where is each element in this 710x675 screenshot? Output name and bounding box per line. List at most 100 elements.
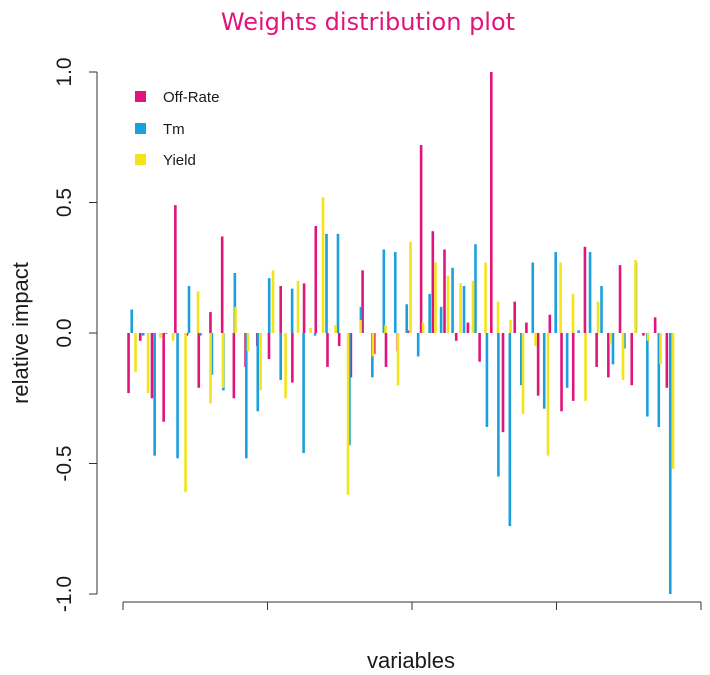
y-tick-label: -1.0 bbox=[53, 576, 76, 612]
x-axis-label: variables bbox=[367, 648, 455, 673]
bar-tm-32 bbox=[485, 333, 489, 427]
bar-off-rate-31 bbox=[478, 333, 481, 362]
bar-off-rate-4 bbox=[162, 333, 165, 422]
bar-tm-28 bbox=[439, 306, 443, 333]
bar-tm-23 bbox=[382, 249, 386, 333]
bar-yield-2 bbox=[146, 333, 150, 394]
bar-off-rate-27 bbox=[431, 231, 435, 333]
legend-label-off-rate: Off-Rate bbox=[163, 89, 219, 106]
bar-off-rate-26 bbox=[419, 145, 423, 333]
bar-tm-41 bbox=[588, 252, 592, 333]
bar-off-rate-3 bbox=[150, 333, 154, 399]
bar-yield-13 bbox=[284, 333, 287, 399]
bar-tm-42 bbox=[600, 286, 603, 333]
bar-off-rate-6 bbox=[185, 333, 189, 336]
bar-tm-46 bbox=[646, 333, 649, 417]
bar-yield-22 bbox=[396, 333, 400, 386]
legend-label-yield: Yield bbox=[163, 152, 196, 169]
bar-off-rate-5 bbox=[174, 205, 177, 333]
bar-yield-44 bbox=[671, 333, 675, 469]
legend-swatch-tm bbox=[135, 123, 146, 134]
bar-tm-43 bbox=[611, 333, 615, 365]
bar-tm-35 bbox=[520, 333, 523, 386]
bar-tm-2 bbox=[141, 333, 145, 336]
bar-tm-8 bbox=[210, 333, 214, 375]
bar-off-rate-21 bbox=[361, 270, 364, 333]
bar-yield-4 bbox=[171, 333, 175, 341]
bar-off-rate-34 bbox=[513, 301, 517, 333]
bar-tm-1 bbox=[130, 309, 134, 333]
bar-tm-44 bbox=[623, 333, 626, 349]
bar-off-rate-30 bbox=[466, 322, 470, 333]
bar-tm-33 bbox=[497, 333, 500, 477]
bar-tm-15 bbox=[290, 288, 294, 333]
bar-off-rate-28 bbox=[443, 249, 446, 333]
bar-yield-37 bbox=[584, 333, 587, 401]
bar-tm-16 bbox=[302, 333, 305, 454]
bar-yield-21 bbox=[384, 325, 387, 333]
bar-yield-27 bbox=[459, 283, 462, 333]
bar-tm-14 bbox=[279, 333, 282, 380]
bar-yield-39 bbox=[609, 333, 612, 344]
bar-tm-5 bbox=[176, 333, 179, 459]
bar-yield-5 bbox=[184, 333, 187, 493]
bar-off-rate-20 bbox=[349, 333, 353, 378]
bar-off-rate-2 bbox=[138, 333, 142, 341]
bar-off-rate-45 bbox=[642, 333, 645, 336]
bar-tm-40 bbox=[577, 330, 580, 333]
bar-tm-48 bbox=[668, 333, 672, 594]
bar-yield-25 bbox=[434, 262, 437, 333]
bar-tm-29 bbox=[451, 267, 454, 333]
y-tick-label: -0.5 bbox=[53, 445, 76, 481]
bar-off-rate-43 bbox=[618, 265, 622, 333]
y-tick-label: 0.0 bbox=[53, 318, 76, 347]
bar-tm-12 bbox=[256, 333, 260, 412]
bar-off-rate-1 bbox=[127, 333, 130, 394]
bar-off-rate-42 bbox=[607, 333, 610, 378]
legend-label-tm: Tm bbox=[163, 121, 185, 138]
bar-yield-33 bbox=[534, 333, 537, 347]
bar-tm-11 bbox=[245, 333, 248, 459]
bar-tm-36 bbox=[531, 262, 535, 333]
bar-tm-4 bbox=[164, 333, 168, 334]
bar-yield-16 bbox=[321, 197, 325, 333]
bar-off-rate-17 bbox=[314, 225, 318, 333]
bar-off-rate-29 bbox=[454, 333, 458, 341]
bar-yield-20 bbox=[371, 333, 375, 357]
bar-off-rate-8 bbox=[209, 312, 212, 333]
bar-yield-26 bbox=[446, 275, 450, 333]
bar-yield-35 bbox=[559, 262, 562, 333]
y-axis: 1.0 0.5 0.0 -0.5 -1.0 relative impact bbox=[8, 57, 98, 612]
bar-yield-14 bbox=[296, 280, 300, 333]
bar-off-rate-39 bbox=[571, 333, 575, 401]
bar-yield-15 bbox=[309, 327, 312, 333]
bar-yield-24 bbox=[421, 322, 425, 333]
bar-yield-34 bbox=[546, 333, 550, 456]
bar-yield-7 bbox=[209, 333, 212, 404]
bar-tm-20 bbox=[348, 333, 351, 446]
bar-off-rate-37 bbox=[548, 314, 552, 333]
bar-yield-9 bbox=[234, 306, 237, 333]
bar-tm-24 bbox=[393, 252, 397, 333]
bar-off-rate-46 bbox=[653, 317, 657, 333]
chart-title: Weights distribution plot bbox=[221, 8, 515, 36]
bar-tm-6 bbox=[187, 286, 191, 333]
bar-yield-28 bbox=[471, 280, 475, 333]
bar-yield-29 bbox=[484, 262, 487, 333]
bar-tm-27 bbox=[428, 293, 431, 333]
bar-yield-12 bbox=[271, 270, 275, 333]
bar-yield-8 bbox=[221, 333, 225, 388]
bars bbox=[127, 72, 675, 594]
bar-yield-41 bbox=[634, 259, 637, 333]
bar-yield-19 bbox=[359, 319, 362, 333]
bar-yield-10 bbox=[246, 333, 250, 352]
bar-yield-23 bbox=[409, 241, 412, 333]
bar-off-rate-41 bbox=[595, 333, 598, 367]
bar-off-rate-47 bbox=[665, 333, 669, 388]
bar-off-rate-23 bbox=[384, 333, 388, 367]
bar-off-rate-44 bbox=[630, 333, 634, 386]
bar-tm-17 bbox=[313, 333, 317, 336]
bar-yield-3 bbox=[159, 333, 162, 339]
bar-yield-11 bbox=[259, 333, 262, 391]
bar-off-rate-19 bbox=[337, 333, 341, 347]
